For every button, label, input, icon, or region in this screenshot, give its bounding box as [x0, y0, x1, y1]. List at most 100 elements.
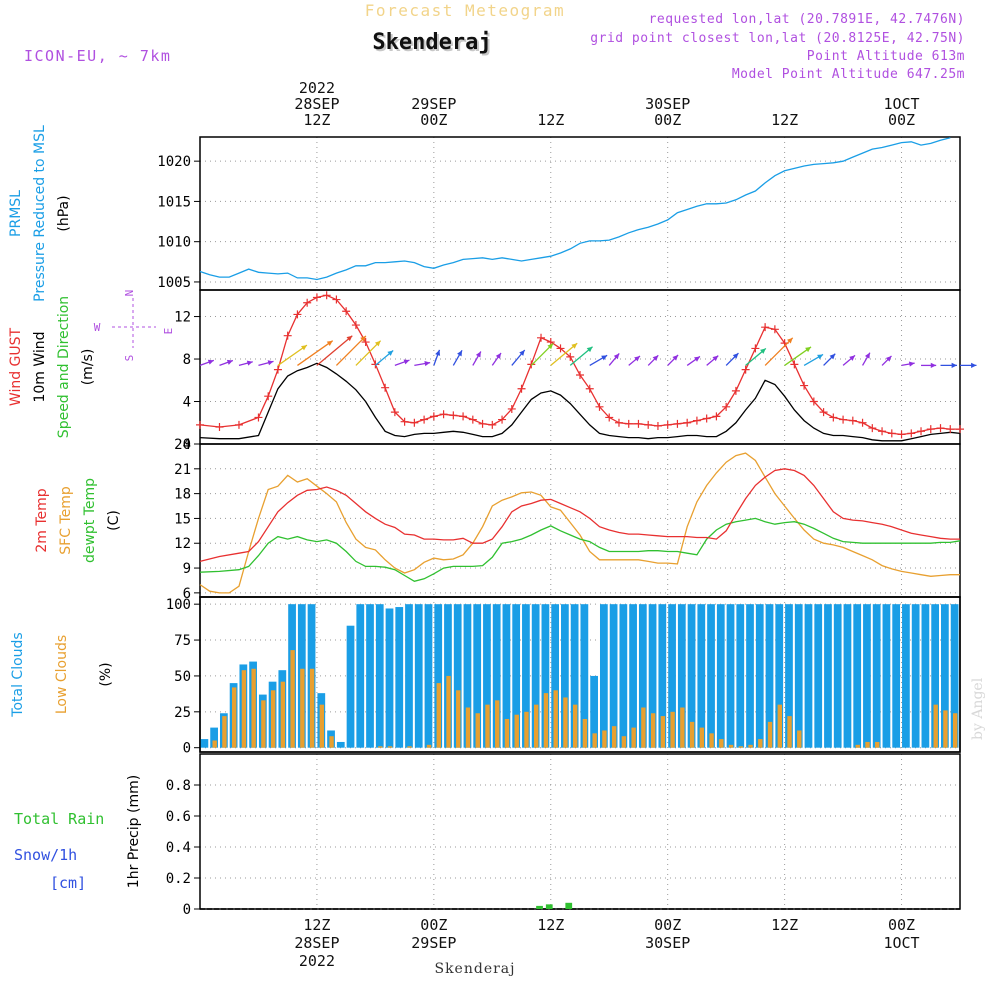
low-cloud-bar — [290, 650, 295, 748]
gust-marker — [371, 360, 380, 369]
pressure-axis-label: Pressure Reduced to MSL — [32, 125, 48, 302]
low-cloud-bar — [602, 730, 607, 748]
time-tick-label: 00Z — [654, 916, 681, 934]
wind-arrow-head — [829, 353, 836, 360]
low-cloud-bar — [251, 668, 256, 748]
precip-legend-item: Snow/1h — [14, 846, 77, 864]
time-tick-label: 12Z — [771, 111, 798, 129]
gust-marker — [887, 429, 896, 438]
total-cloud-bar — [366, 604, 374, 748]
wind-ytick-label: 12 — [174, 310, 191, 326]
total-cloud-bar — [863, 604, 871, 748]
gust-marker — [653, 421, 662, 430]
wind-arrow-head — [849, 355, 856, 361]
wind-arrow-head — [787, 337, 793, 344]
total-cloud-bar — [677, 604, 686, 748]
gust-marker — [342, 307, 351, 316]
gust-marker — [537, 333, 546, 342]
total-cloud-bar — [814, 604, 823, 748]
wind-arrow-head — [424, 360, 431, 367]
low-cloud-bar — [426, 744, 432, 748]
low-cloud-bar — [212, 740, 217, 748]
low-cloud-bar — [641, 707, 646, 748]
precip-ytick-label: 0.2 — [166, 871, 191, 887]
gust-marker — [273, 365, 282, 374]
low-cloud-bar — [563, 697, 568, 748]
total-cloud-bar — [619, 604, 628, 748]
temperature-ytick-label: 18 — [174, 487, 191, 503]
time-tick-label: 12Z — [537, 111, 564, 129]
gust-marker — [585, 384, 594, 393]
low-cloud-bar — [495, 700, 500, 748]
wind-arrow-head — [374, 340, 381, 347]
total-cloud-bar — [726, 604, 735, 748]
time-tick-label: 00Z — [888, 916, 915, 934]
low-cloud-bar — [241, 670, 247, 748]
gust-marker — [936, 424, 945, 433]
wind-ytick-label: 8 — [183, 352, 191, 368]
low-cloud-bar — [387, 746, 393, 748]
gust-marker — [761, 323, 770, 332]
wind-axis-label: (m/s) — [80, 349, 96, 386]
gust-marker — [498, 415, 507, 424]
pressure-ytick-label: 1020 — [157, 154, 191, 170]
gust-marker — [576, 370, 584, 379]
low-cloud-bar — [875, 741, 880, 748]
low-cloud-bar — [329, 736, 334, 748]
clouds-ytick-label: 50 — [174, 669, 191, 685]
watermark: by Angel — [970, 677, 986, 740]
gust-marker — [751, 344, 760, 353]
total-cloud-bar — [638, 604, 647, 748]
low-cloud-bar — [680, 707, 685, 748]
precip-axis-label: 1hr Precip (mm) — [126, 775, 142, 888]
dewpt-line — [199, 517, 961, 582]
time-tick-label: 1OCT — [883, 934, 919, 952]
wind-arrow-head — [360, 335, 366, 342]
total-cloud-bar — [833, 604, 842, 748]
compass-south: S — [123, 355, 136, 362]
wind-arrow-head — [971, 362, 977, 369]
gust-marker — [829, 413, 838, 422]
low-cloud-bar — [758, 739, 763, 748]
gust-marker — [673, 419, 682, 428]
temperature-axis-label: 2m Temp — [34, 488, 50, 552]
gust-marker — [897, 430, 906, 439]
total-cloud-bar — [765, 604, 774, 748]
low-cloud-bar — [261, 700, 266, 748]
time-tick-label: 12Z — [303, 916, 330, 934]
location-title-shadow: Skenderaj — [374, 32, 493, 57]
wind-arrow-head — [435, 349, 441, 356]
wind-arrow-head — [694, 356, 700, 362]
time-tick-label: 00Z — [420, 916, 447, 934]
gust-marker — [858, 418, 867, 427]
gust-marker — [702, 414, 711, 423]
gust-marker — [312, 293, 321, 302]
wind-arrow-head — [817, 354, 824, 360]
total-cloud-bar — [707, 604, 715, 748]
gust-marker — [517, 384, 526, 393]
wind-arrow-head — [246, 360, 253, 366]
clouds-ytick-label: 25 — [174, 705, 191, 721]
low-cloud-bar — [514, 714, 519, 748]
low-cloud-bar — [465, 707, 471, 748]
gust-marker — [868, 424, 877, 433]
total-cloud-bar — [385, 608, 394, 748]
gust-marker — [839, 415, 848, 424]
gust-marker — [556, 344, 565, 353]
t2m-line — [199, 468, 960, 563]
total-cloud-bar — [658, 604, 667, 748]
model-label: ICON-EU, ~ 7km — [24, 47, 171, 65]
wind-arrow-head — [226, 359, 233, 365]
low-cloud-bar — [943, 710, 948, 748]
total-cloud-bar — [512, 604, 521, 748]
total-cloud-bar — [931, 604, 940, 748]
wind-arrow — [335, 335, 367, 366]
temperature-ytick-label: 24 — [174, 437, 191, 453]
wind-arrow — [550, 342, 578, 366]
gridpoint-coords: grid point closest lon,lat (20.8125E, 42… — [590, 31, 965, 46]
low-cloud-bar — [933, 704, 938, 748]
low-cloud-bar — [767, 721, 773, 748]
gust-marker — [946, 425, 955, 434]
